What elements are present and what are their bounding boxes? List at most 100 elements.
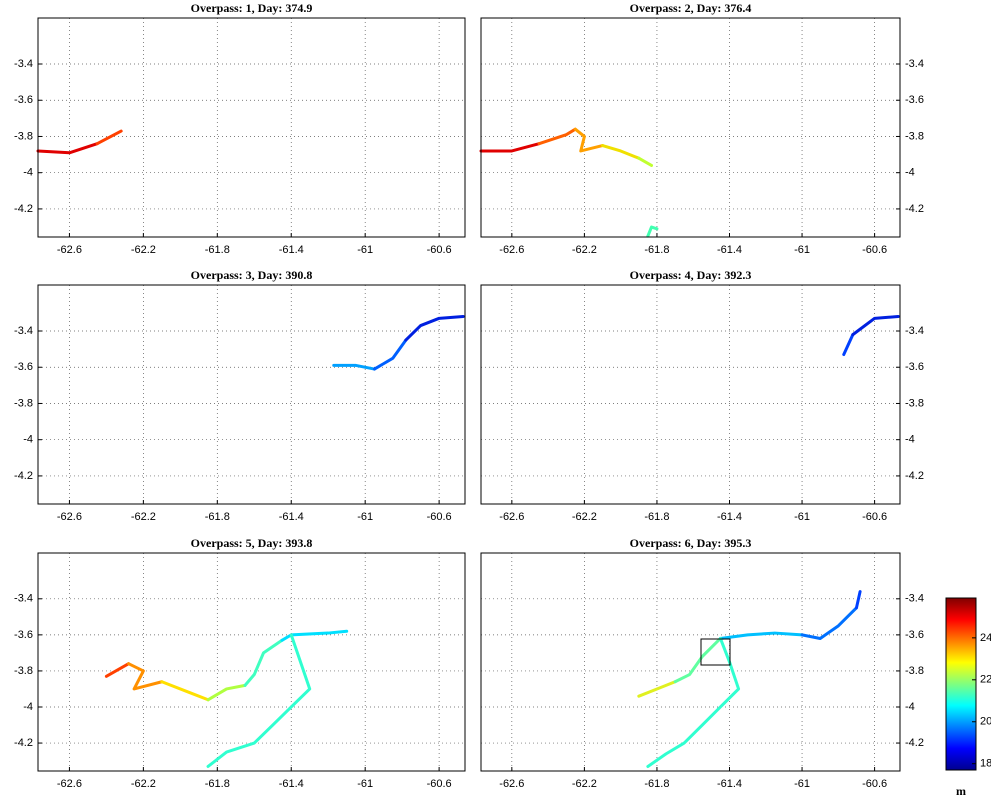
y-tick-label: -4.2 <box>905 203 924 215</box>
plot-frame <box>480 552 901 772</box>
y-tick-label: -4.2 <box>14 737 33 749</box>
river-track <box>243 638 284 687</box>
x-tick-label: -61 <box>357 244 373 256</box>
plot-frame <box>37 284 466 505</box>
x-tick-label: -62.2 <box>131 244 156 256</box>
plot-frame <box>480 284 901 505</box>
plot-area <box>38 553 465 771</box>
x-tick-label: -61 <box>357 511 373 523</box>
colorbar <box>945 597 977 771</box>
x-tick-label: -61 <box>794 244 810 256</box>
river-track <box>160 680 210 702</box>
x-tick-label: -61.8 <box>644 778 669 790</box>
x-tick-label: -62.6 <box>499 511 524 523</box>
river-track <box>332 363 376 371</box>
y-tick-label: -3.8 <box>14 397 33 409</box>
river-track <box>718 631 804 640</box>
river-track <box>637 680 677 698</box>
y-tick-label: -3.4 <box>905 58 924 70</box>
x-tick-label: -60.6 <box>427 511 452 523</box>
river-track <box>800 606 858 640</box>
river-track <box>673 636 722 684</box>
plot-frame <box>37 552 466 772</box>
river-track <box>851 315 900 337</box>
y-tick-label: -4.2 <box>905 470 924 482</box>
river-track <box>842 333 855 357</box>
river-track <box>854 590 862 610</box>
x-tick-label: -62.6 <box>499 778 524 790</box>
y-tick-label: -4.2 <box>905 737 924 749</box>
colorbar-label: m <box>956 784 966 798</box>
y-tick-label: -3.4 <box>905 593 924 605</box>
colorbar-tick-label: 20 <box>980 716 991 728</box>
river-track <box>95 129 123 146</box>
x-tick-label: -61 <box>357 778 373 790</box>
y-tick-label: -4 <box>23 701 33 713</box>
river-track <box>404 315 465 342</box>
y-tick-label: -4.2 <box>14 203 33 215</box>
panel-title: Overpass: 2, Day: 376.4 <box>630 1 752 15</box>
y-tick-label: -3.8 <box>14 665 33 677</box>
y-tick-label: -3.8 <box>14 130 33 142</box>
plot-area <box>481 18 900 237</box>
river-track <box>601 144 641 160</box>
y-tick-label: -3.8 <box>905 397 924 409</box>
y-tick-label: -3.6 <box>905 361 924 373</box>
y-tick-label: -4 <box>23 167 33 179</box>
x-tick-label: -62.6 <box>57 511 82 523</box>
plot-frame <box>37 17 466 238</box>
plot-area <box>481 285 900 504</box>
y-tick-label: -3.6 <box>14 361 33 373</box>
river-track <box>372 338 408 371</box>
x-tick-label: -61.8 <box>205 511 230 523</box>
y-tick-label: -3.6 <box>905 94 924 106</box>
y-tick-label: -3.8 <box>905 665 924 677</box>
x-tick-label: -61.4 <box>717 511 742 523</box>
river-track <box>206 683 247 702</box>
y-tick-label: -4.2 <box>14 470 33 482</box>
river-track <box>127 662 164 691</box>
y-tick-label: -3.4 <box>14 325 33 337</box>
plot-frame <box>480 17 901 238</box>
plot-area <box>38 18 465 237</box>
y-tick-label: -4 <box>905 434 915 446</box>
x-tick-label: -62.2 <box>131 778 156 790</box>
y-tick-label: -3.6 <box>14 94 33 106</box>
river-track <box>646 225 659 238</box>
river-track <box>646 636 741 768</box>
x-tick-label: -61.8 <box>644 244 669 256</box>
x-tick-label: -60.6 <box>427 778 452 790</box>
y-tick-label: -3.6 <box>905 629 924 641</box>
zoom-box <box>700 638 731 666</box>
river-track <box>479 142 541 153</box>
colorbar-tick-label: 22 <box>980 674 991 686</box>
river-track <box>637 156 654 167</box>
river-track <box>537 127 577 146</box>
river-track <box>280 629 349 642</box>
y-tick-label: -3.4 <box>14 58 33 70</box>
colorbar-tick-label: 24 <box>980 632 991 644</box>
y-tick-label: -4 <box>905 701 915 713</box>
x-tick-label: -61.4 <box>279 778 304 790</box>
x-tick-label: -61.4 <box>279 244 304 256</box>
river-track <box>36 142 99 155</box>
y-tick-label: -4 <box>23 434 33 446</box>
x-tick-label: -60.6 <box>862 244 887 256</box>
y-tick-label: -4 <box>905 167 915 179</box>
x-tick-label: -61.8 <box>644 511 669 523</box>
x-tick-label: -61.8 <box>205 778 230 790</box>
x-tick-label: -61.4 <box>717 244 742 256</box>
river-track <box>573 127 605 153</box>
x-tick-label: -61.4 <box>279 511 304 523</box>
y-tick-label: -3.4 <box>14 593 33 605</box>
x-tick-label: -62.2 <box>572 778 597 790</box>
x-tick-label: -61.4 <box>717 778 742 790</box>
x-tick-label: -62.6 <box>499 244 524 256</box>
colorbar-tick-label: 18 <box>980 758 991 770</box>
x-tick-label: -60.6 <box>862 511 887 523</box>
x-tick-label: -61 <box>794 511 810 523</box>
x-tick-label: -62.2 <box>131 511 156 523</box>
x-tick-label: -60.6 <box>862 778 887 790</box>
panel-title: Overpass: 6, Day: 395.3 <box>630 536 752 550</box>
